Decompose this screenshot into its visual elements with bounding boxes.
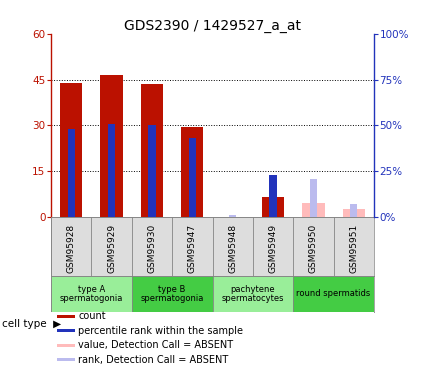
Bar bbox=[253, 217, 293, 276]
Bar bbox=[310, 178, 317, 217]
Text: pachytene
spermatocytes: pachytene spermatocytes bbox=[221, 285, 284, 303]
Bar bbox=[57, 315, 75, 318]
Bar bbox=[51, 217, 91, 276]
Title: GDS2390 / 1429527_a_at: GDS2390 / 1429527_a_at bbox=[124, 19, 301, 33]
Text: type A
spermatogonia: type A spermatogonia bbox=[60, 285, 123, 303]
Bar bbox=[269, 175, 277, 217]
Text: GSM95929: GSM95929 bbox=[107, 224, 116, 273]
Text: value, Detection Call = ABSENT: value, Detection Call = ABSENT bbox=[79, 340, 234, 350]
Bar bbox=[343, 209, 365, 217]
Text: GSM95949: GSM95949 bbox=[269, 224, 278, 273]
Bar bbox=[68, 129, 75, 217]
Text: GSM95951: GSM95951 bbox=[349, 224, 358, 273]
Bar bbox=[60, 82, 82, 217]
Bar bbox=[91, 217, 132, 276]
Bar bbox=[57, 358, 75, 361]
Bar bbox=[189, 138, 196, 217]
Bar bbox=[229, 215, 236, 217]
Text: rank, Detection Call = ABSENT: rank, Detection Call = ABSENT bbox=[79, 355, 229, 365]
Text: GSM95928: GSM95928 bbox=[67, 224, 76, 273]
Bar bbox=[212, 217, 253, 276]
Bar bbox=[100, 75, 123, 217]
Bar bbox=[57, 329, 75, 332]
Bar bbox=[172, 217, 212, 276]
Bar bbox=[141, 84, 163, 217]
Text: round spermatids: round spermatids bbox=[297, 290, 371, 298]
Bar bbox=[51, 276, 132, 312]
Bar bbox=[212, 276, 293, 312]
Bar bbox=[132, 276, 212, 312]
Text: type B
spermatogonia: type B spermatogonia bbox=[140, 285, 204, 303]
Text: cell type  ▶: cell type ▶ bbox=[2, 320, 61, 329]
Text: GSM95930: GSM95930 bbox=[147, 224, 156, 273]
Bar bbox=[302, 203, 325, 217]
Bar bbox=[132, 217, 172, 276]
Bar bbox=[262, 197, 284, 217]
Text: GSM95947: GSM95947 bbox=[188, 224, 197, 273]
Bar bbox=[57, 344, 75, 347]
Text: GSM95950: GSM95950 bbox=[309, 224, 318, 273]
Bar bbox=[293, 276, 374, 312]
Bar bbox=[181, 127, 204, 217]
Bar bbox=[108, 123, 115, 217]
Bar bbox=[293, 217, 334, 276]
Bar bbox=[334, 217, 374, 276]
Bar bbox=[350, 204, 357, 217]
Text: percentile rank within the sample: percentile rank within the sample bbox=[79, 326, 244, 336]
Text: GSM95948: GSM95948 bbox=[228, 224, 237, 273]
Bar bbox=[148, 125, 156, 217]
Text: count: count bbox=[79, 311, 106, 321]
